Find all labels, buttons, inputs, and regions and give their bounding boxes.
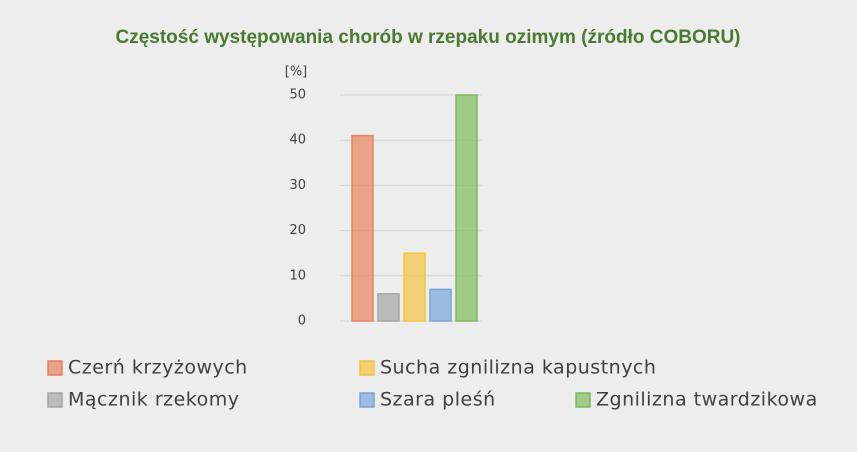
y-axis-label: [%] xyxy=(285,65,308,80)
legend-swatch xyxy=(47,360,63,376)
legend-swatch xyxy=(359,360,375,376)
legend-label: Czerń krzyżowych xyxy=(68,357,248,379)
bar xyxy=(403,252,426,322)
legend-swatch xyxy=(359,392,375,408)
bar xyxy=(377,293,400,322)
bar xyxy=(429,288,452,322)
legend-swatch xyxy=(575,392,591,408)
legend-label: Zgnilizna twardzikowa xyxy=(596,389,818,411)
legend-label: Sucha zgnilizna kapustnych xyxy=(380,357,656,379)
y-tick-label: 0 xyxy=(298,314,306,329)
bar xyxy=(351,134,374,322)
legend-swatch xyxy=(47,392,63,408)
legend-label: Mącznik rzekomy xyxy=(68,389,240,411)
y-tick-label: 10 xyxy=(289,268,306,283)
y-tick-label: 30 xyxy=(289,178,306,193)
legend-label: Szara pleśń xyxy=(380,389,496,411)
y-tick-label: 20 xyxy=(289,223,306,238)
chart-title: Częstość występowania chorób w rzepaku o… xyxy=(116,27,741,48)
bar xyxy=(455,94,478,322)
y-tick-label: 40 xyxy=(289,133,306,148)
y-tick-label: 50 xyxy=(289,88,306,103)
